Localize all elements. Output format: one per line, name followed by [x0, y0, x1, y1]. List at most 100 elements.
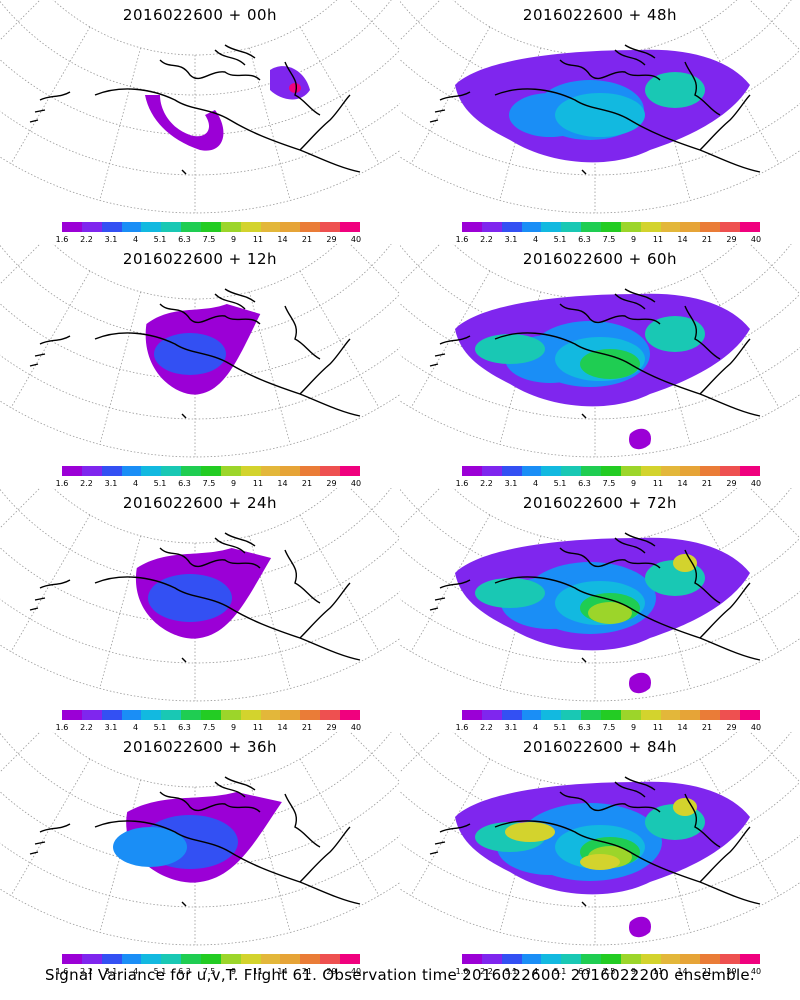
- colorbar-tick-label: 5.1: [553, 967, 567, 976]
- colorbar-tick-label: 14: [677, 723, 688, 732]
- colorbar-tick-label: 2.2: [480, 967, 493, 976]
- colorbar-swatch: [260, 710, 281, 720]
- colorbar-swatch: [320, 710, 341, 720]
- colorbar-swatch: [660, 222, 681, 232]
- colorbar-swatch: [700, 466, 721, 476]
- colorbar-swatch: [680, 466, 701, 476]
- colorbar-swatch: [541, 466, 562, 476]
- colorbar-swatch: [541, 954, 562, 964]
- colorbar-tick-label: 21: [301, 723, 313, 732]
- colorbar-swatch: [680, 222, 701, 232]
- colorbar-swatch: [581, 466, 602, 476]
- colorbar-swatch: [481, 222, 502, 232]
- colorbar-tick-label: 6.3: [178, 479, 191, 488]
- colorbar-tick-label: 9: [230, 967, 237, 976]
- colorbar-swatch: [201, 710, 221, 720]
- colorbar-swatch: [161, 222, 182, 232]
- colorbar-swatch: [240, 954, 261, 964]
- colorbar-tick-label: 9: [630, 967, 637, 976]
- colorbar-tick-label: 40: [350, 235, 362, 244]
- colorbar-tick-label: 9: [230, 479, 237, 488]
- colorbar-swatch: [101, 954, 122, 964]
- colorbar-swatch: [660, 710, 681, 720]
- colorbar-tick-label: 2.2: [80, 235, 93, 244]
- graticule: [0, 732, 400, 946]
- colorbar-swatch: [680, 710, 701, 720]
- variance-field: [455, 537, 750, 694]
- colorbar-tick-label: 29: [726, 723, 737, 732]
- colorbar-tick-label: 29: [726, 967, 737, 976]
- colorbar-tick-label: 4: [132, 235, 139, 244]
- panel-title: 2016022600 + 72h: [522, 494, 678, 512]
- colorbar: [62, 710, 360, 720]
- graticule: [0, 488, 400, 702]
- colorbar-swatch: [220, 710, 241, 720]
- colorbar-swatch: [81, 710, 102, 720]
- colorbar-swatch: [340, 466, 360, 476]
- colorbar-tick-label: 40: [750, 479, 762, 488]
- colorbar-swatch: [700, 954, 721, 964]
- variance-field: [135, 548, 272, 639]
- graticule: [0, 0, 400, 214]
- panel-title: 2016022600 + 36h: [122, 738, 278, 756]
- colorbar-swatch: [181, 954, 202, 964]
- colorbar-swatch: [62, 710, 82, 720]
- colorbar-tick-label: 1.6: [55, 723, 69, 732]
- colorbar-tick-label: 4: [532, 479, 539, 488]
- colorbar-tick-label: 3.1: [504, 967, 518, 976]
- colorbar-tick-label: 21: [701, 235, 713, 244]
- coastlines: [29, 288, 361, 419]
- colorbar-swatch: [700, 222, 721, 232]
- colorbar-swatch: [561, 710, 582, 720]
- variance-field: [113, 792, 282, 883]
- colorbar-tick-label: 11: [252, 479, 264, 488]
- colorbar-tick-label: 2.2: [80, 723, 93, 732]
- colorbar-tick-label: 29: [726, 235, 737, 244]
- coastlines: [429, 532, 761, 663]
- colorbar-tick-label: 3.1: [104, 479, 118, 488]
- colorbar-swatch: [561, 222, 582, 232]
- colorbar-tick-label: 11: [252, 967, 264, 976]
- colorbar-tick-label: 2.2: [480, 235, 493, 244]
- colorbar-tick-label: 4: [132, 479, 139, 488]
- colorbar-tick-label: 7.5: [202, 235, 216, 244]
- colorbar-swatch: [240, 710, 261, 720]
- colorbar-swatch: [340, 954, 360, 964]
- colorbar-swatch: [720, 954, 741, 964]
- variance-field: [455, 293, 750, 450]
- colorbar-tick-label: 1.6: [55, 967, 69, 976]
- colorbar-swatch: [62, 222, 82, 232]
- map-panel: 2016022600 + 36h 1.6 2.2 3.1 4 5.1 6.3 7.5 9 11 14…: [0, 732, 400, 976]
- colorbar-swatch: [300, 466, 321, 476]
- colorbar: [62, 466, 360, 476]
- colorbar-tick-label: 6.3: [578, 479, 591, 488]
- colorbar-swatch: [121, 466, 142, 476]
- colorbar-tick-label: 7.5: [202, 479, 216, 488]
- colorbar-swatch: [201, 222, 221, 232]
- colorbar-swatch: [561, 954, 582, 964]
- colorbar-tick-label: 3.1: [504, 723, 518, 732]
- map-plot: [0, 244, 400, 458]
- colorbar-swatch: [300, 954, 321, 964]
- colorbar-swatch: [161, 710, 182, 720]
- colorbar-swatch: [640, 954, 661, 964]
- colorbar-tick-label: 5.1: [153, 479, 167, 488]
- variance-field: [145, 304, 261, 395]
- colorbar-swatch: [740, 466, 760, 476]
- colorbar-tick-label: 2.2: [480, 479, 493, 488]
- colorbar-ticks: 1.6 2.2 3.1 4 5.1 6.3 7.5 9 11 14 21 29 40: [454, 479, 764, 489]
- colorbar-swatch: [521, 222, 542, 232]
- colorbar-swatch: [300, 710, 321, 720]
- panel-title: 2016022600 + 60h: [522, 250, 678, 268]
- colorbar-swatch: [601, 954, 621, 964]
- colorbar-tick-label: 21: [301, 967, 313, 976]
- colorbar-swatch: [620, 954, 641, 964]
- colorbar-swatch: [660, 466, 681, 476]
- colorbar-swatch: [660, 954, 681, 964]
- panel-title: 2016022600 + 12h: [122, 250, 278, 268]
- colorbar-tick-label: 6.3: [578, 723, 591, 732]
- colorbar-tick-label: 11: [252, 723, 264, 732]
- colorbar-swatch: [501, 222, 522, 232]
- colorbar-swatch: [581, 710, 602, 720]
- colorbar-swatch: [161, 466, 182, 476]
